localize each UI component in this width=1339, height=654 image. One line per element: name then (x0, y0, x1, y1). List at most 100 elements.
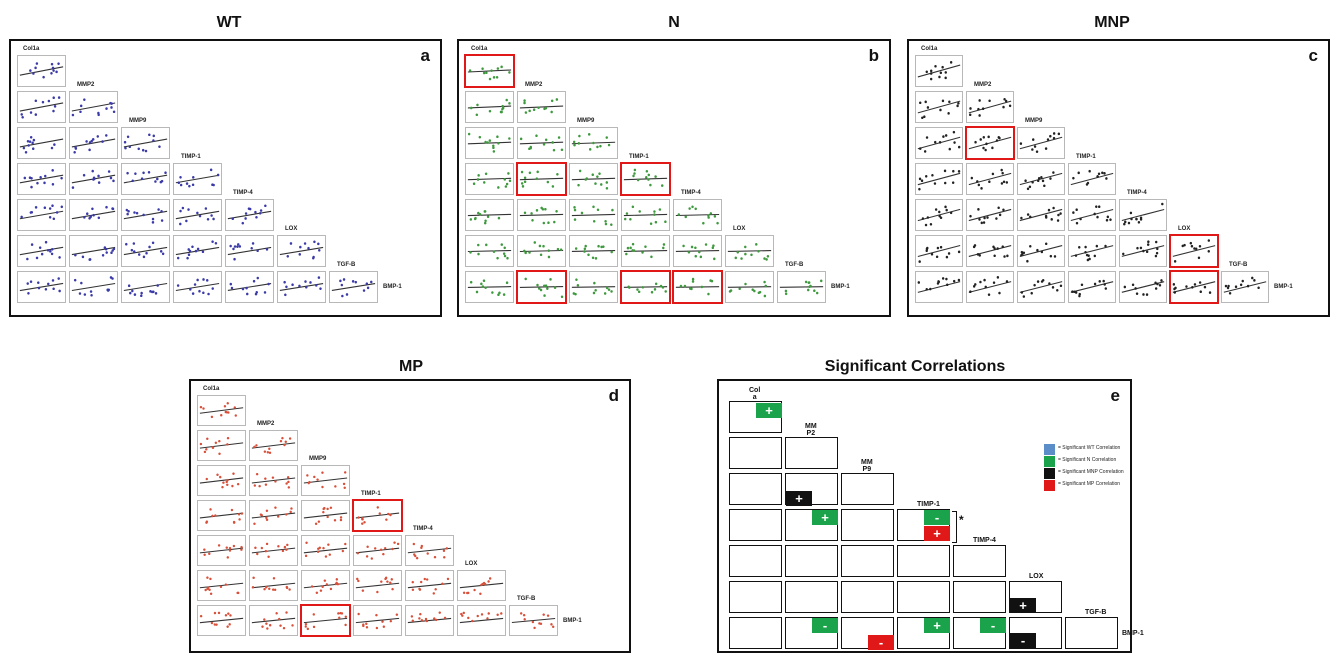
scatter-cell (966, 235, 1014, 267)
scatter-cell (225, 199, 274, 231)
scatter-cell (465, 271, 514, 303)
scatter-cell (915, 127, 963, 159)
variable-label: TIMP-4 (1127, 190, 1147, 196)
scatter-cell (249, 570, 298, 601)
variable-label: LOX (733, 226, 746, 232)
scatter-cell (777, 271, 826, 303)
variable-label: LOX (1029, 573, 1044, 580)
panel-wt: a Col1a MMP2 MMP9 TIMP-1 TIMP-4 LOX TGF-B BMP-1 (9, 39, 442, 317)
scatter-cell (569, 235, 618, 267)
variable-label: BMP-1 (831, 284, 850, 290)
correlation-badge-black: + (1010, 598, 1036, 613)
scatter-cell (915, 199, 963, 231)
scatter-cell (1017, 127, 1065, 159)
variable-label: Col1a (921, 46, 938, 52)
correlation-cell (841, 581, 894, 613)
scatter-cell (673, 271, 722, 303)
scatter-cell (1068, 271, 1116, 303)
legend-swatch (1044, 456, 1055, 467)
variable-label: Col a (749, 387, 761, 401)
correlation-cell (729, 545, 782, 577)
scatter-cell (569, 163, 618, 195)
variable-label: TIMP-1 (629, 154, 649, 160)
pair-bracket (952, 511, 957, 543)
scatter-cell (517, 271, 566, 303)
scatter-cell (121, 199, 170, 231)
scatter-cell (301, 570, 350, 601)
correlation-badge-green: + (756, 403, 782, 418)
variable-label: MMP9 (129, 118, 147, 124)
scatter-cell (517, 91, 566, 123)
scatter-cell (353, 570, 402, 601)
scatter-cell (915, 163, 963, 195)
correlation-badge-black: + (786, 491, 812, 506)
legend-text: = Significant N Correlation (1058, 457, 1117, 463)
variable-label: Col1a (203, 386, 220, 392)
scatter-cell (249, 605, 298, 636)
scatter-cell (465, 163, 514, 195)
variable-label: TIMP-1 (361, 491, 381, 497)
legend-swatch (1044, 468, 1055, 479)
panel-d-title: MP (399, 358, 423, 375)
panel-a-title: WT (216, 14, 242, 31)
correlation-badge-green: - (924, 510, 950, 525)
variable-label: MMP2 (257, 421, 275, 427)
scatter-cell (197, 605, 246, 636)
scatter-cell (457, 605, 506, 636)
scatter-cell (197, 430, 246, 461)
scatter-cell (517, 127, 566, 159)
variable-label: TGF-B (1085, 609, 1107, 616)
scatter-cell (1170, 235, 1218, 267)
panel-significant-correlations: e Col a MM P2 MM P9 TIMP-1 TIMP-4 LOX TGF-B BMP-1 +… (717, 379, 1144, 653)
variable-label: TIMP-1 (1076, 154, 1096, 160)
scatter-cell (1170, 271, 1218, 303)
variable-label: Col1a (471, 46, 488, 52)
scatter-cell (509, 605, 558, 636)
correlation-cell (953, 581, 1006, 613)
scatter-cell (1017, 271, 1065, 303)
correlation-badge-green: + (924, 618, 950, 633)
scatter-cell (301, 500, 350, 531)
variable-label: LOX (1178, 226, 1191, 232)
variable-label: TGF-B (337, 262, 356, 268)
panel-mnp: c Col1a MMP2 MMP9 TIMP-1 TIMP-4 LOX TGF-B BMP-1 (907, 39, 1330, 317)
scatter-cell (569, 199, 618, 231)
scatter-cell (569, 271, 618, 303)
scatter-cell (1119, 271, 1167, 303)
variable-label: MMP9 (577, 118, 595, 124)
correlation-cell (841, 473, 894, 505)
scatter-cell (69, 91, 118, 123)
scatter-cell (1119, 235, 1167, 267)
scatter-cell (197, 535, 246, 566)
correlation-cell (897, 581, 950, 613)
variable-label: TIMP-4 (413, 526, 433, 532)
scatter-cell (966, 91, 1014, 123)
scatter-cell (673, 235, 722, 267)
scatter-cell (725, 271, 774, 303)
legend-text: = Significant MNP Correlation (1058, 469, 1124, 475)
panel-c-title: MNP (1094, 14, 1130, 31)
scatter-cell (173, 163, 222, 195)
variable-label: MMP9 (309, 456, 327, 462)
scatter-cell (517, 163, 566, 195)
variable-label: BMP-1 (383, 284, 402, 290)
variable-label: MMP9 (1025, 118, 1043, 124)
scatter-cell (197, 570, 246, 601)
scatter-cell (1017, 199, 1065, 231)
panel-n: b Col1a MMP2 MMP9 TIMP-1 TIMP-4 LOX TGF-B BMP-1 (457, 39, 891, 317)
variable-label: TIMP-4 (233, 190, 253, 196)
variable-label: Col1a (23, 46, 40, 52)
variable-label: BMP-1 (563, 617, 582, 624)
scatter-cell (329, 271, 378, 303)
scatter-cell (353, 535, 402, 566)
scatter-cell (17, 127, 66, 159)
scatter-cell (17, 271, 66, 303)
scatter-cell (353, 500, 402, 531)
scatter-cell (225, 271, 274, 303)
scatter-cell (1068, 199, 1116, 231)
scatter-cell (915, 271, 963, 303)
scatter-cell (69, 271, 118, 303)
scatter-cell (1017, 163, 1065, 195)
scatter-cell (673, 199, 722, 231)
